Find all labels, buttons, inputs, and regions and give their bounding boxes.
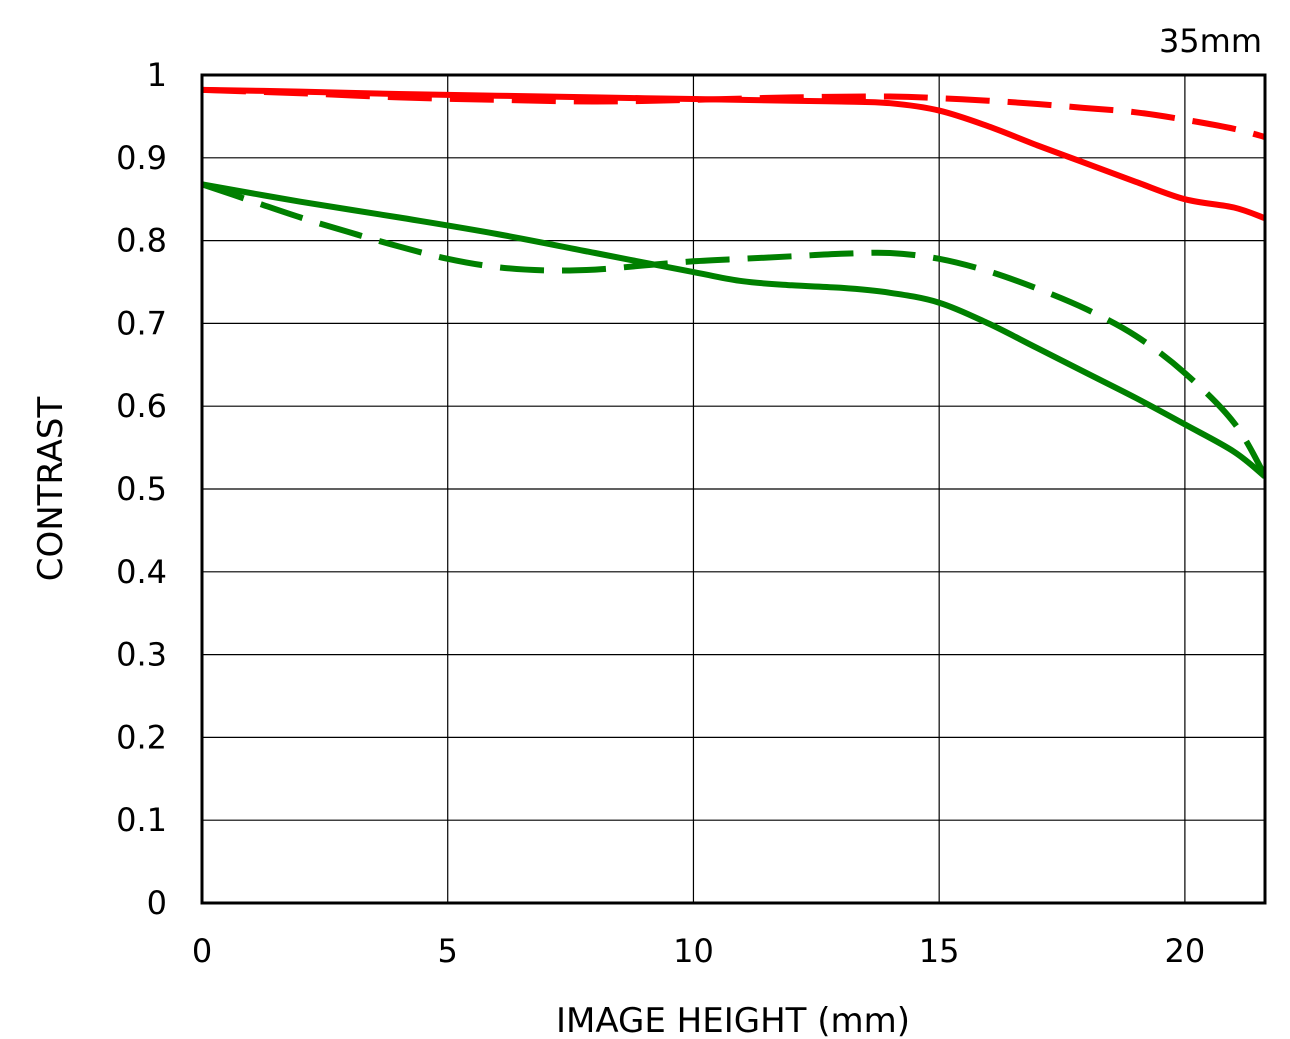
y-tick-label: 0 [147,884,167,922]
tick-labels: 0 5 10 15 20 0 0.1 0.2 0.3 0.4 0.5 0.6 0.7 0.8 0.9 1 [116,56,1205,970]
red-dashed-series-line [202,86,1265,140]
green-dashed-series-line [202,181,1265,478]
series-lines [202,86,1265,479]
x-tick-label: 10 [673,932,714,970]
green-solid-series-line [202,181,1265,479]
y-tick-label: 0.2 [116,718,167,756]
x-tick-label: 5 [438,932,458,970]
y-tick-label: 0.3 [116,636,167,674]
y-tick-label: 0.9 [116,139,167,177]
y-tick-label: 0.4 [116,553,167,591]
y-tick-label: 0.8 [116,222,167,260]
y-tick-label: 0.7 [116,304,167,342]
y-tick-label: 0.1 [116,801,167,839]
y-tick-label: 0.5 [116,470,167,508]
x-tick-label: 0 [192,932,212,970]
x-tick-label: 20 [1165,932,1206,970]
x-tick-label: 15 [919,932,960,970]
red-solid-series-line [202,86,1265,222]
grid-lines [202,75,1265,903]
x-axis-label: IMAGE HEIGHT (mm) [556,1001,910,1039]
y-tick-label: 0.6 [116,387,167,425]
y-axis-label: CONTRAST [31,396,71,581]
chart-annotation: 35mm [1159,22,1262,60]
y-tick-label: 1 [147,56,167,94]
plot-frame [200,73,1267,905]
